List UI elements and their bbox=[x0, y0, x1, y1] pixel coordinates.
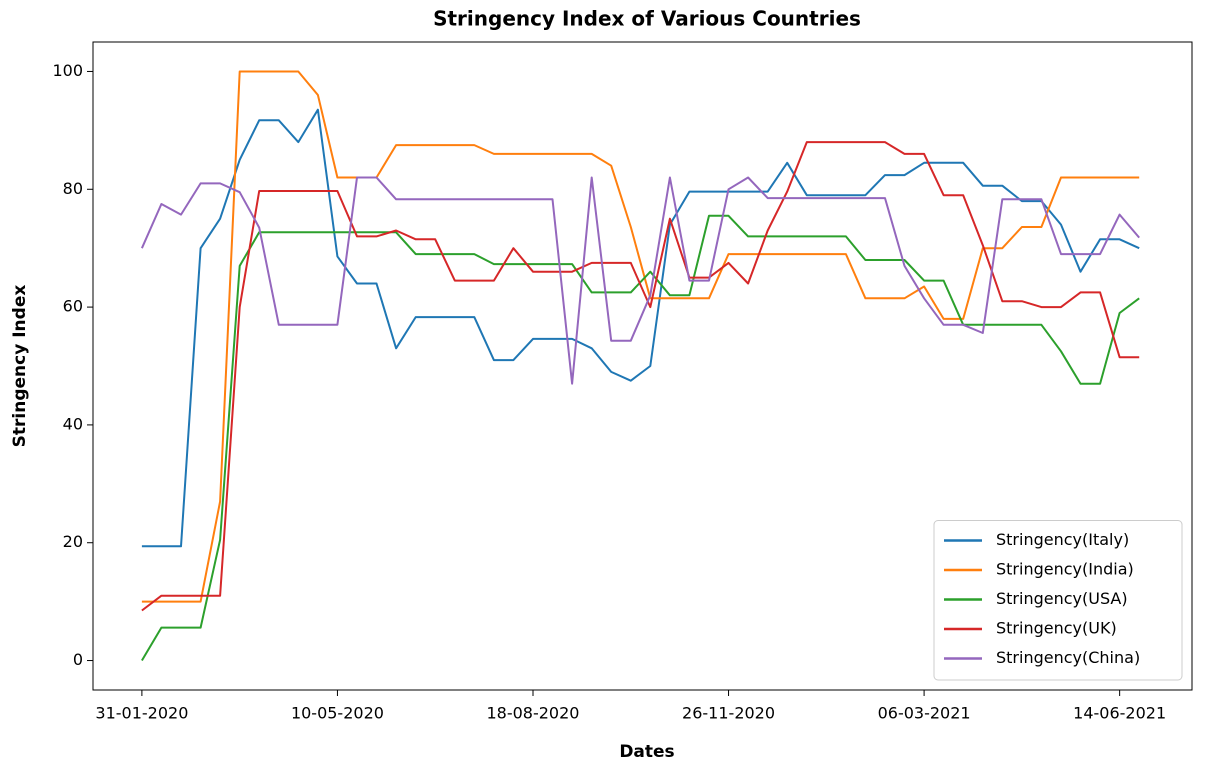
chart-title: Stringency Index of Various Countries bbox=[433, 7, 861, 31]
legend-label: Stringency(UK) bbox=[996, 619, 1117, 638]
series-line bbox=[141, 70, 1140, 603]
y-tick-label: 20 bbox=[63, 532, 83, 551]
x-tick-label: 06-03-2021 bbox=[878, 704, 971, 723]
series-line bbox=[140, 176, 1140, 385]
x-tick-label: 26-11-2020 bbox=[682, 704, 775, 723]
legend-label: Stringency(India) bbox=[996, 560, 1134, 579]
series-line bbox=[141, 214, 1140, 662]
plot-frame bbox=[92, 41, 1193, 691]
x-axis-label: Dates bbox=[619, 742, 674, 762]
y-tick-label: 60 bbox=[63, 297, 83, 316]
legend-label: Stringency(China) bbox=[996, 648, 1140, 667]
legend-box bbox=[933, 520, 1183, 681]
x-tick-label: 14-06-2021 bbox=[1073, 704, 1166, 723]
y-tick-label: 0 bbox=[73, 650, 83, 669]
x-tick-label: 31-01-2020 bbox=[95, 704, 188, 723]
y-tick-label: 100 bbox=[52, 61, 83, 80]
series-line bbox=[141, 108, 1140, 548]
series-line bbox=[141, 141, 1140, 612]
y-axis-label: Stringency Index bbox=[10, 285, 30, 448]
x-tick-label: 10-05-2020 bbox=[291, 704, 384, 723]
legend-label: Stringency(Italy) bbox=[996, 530, 1129, 549]
x-tick-label: 18-08-2020 bbox=[486, 704, 579, 723]
legend-label: Stringency(USA) bbox=[996, 589, 1128, 608]
y-tick-label: 80 bbox=[63, 179, 83, 198]
y-tick-label: 40 bbox=[63, 414, 83, 433]
